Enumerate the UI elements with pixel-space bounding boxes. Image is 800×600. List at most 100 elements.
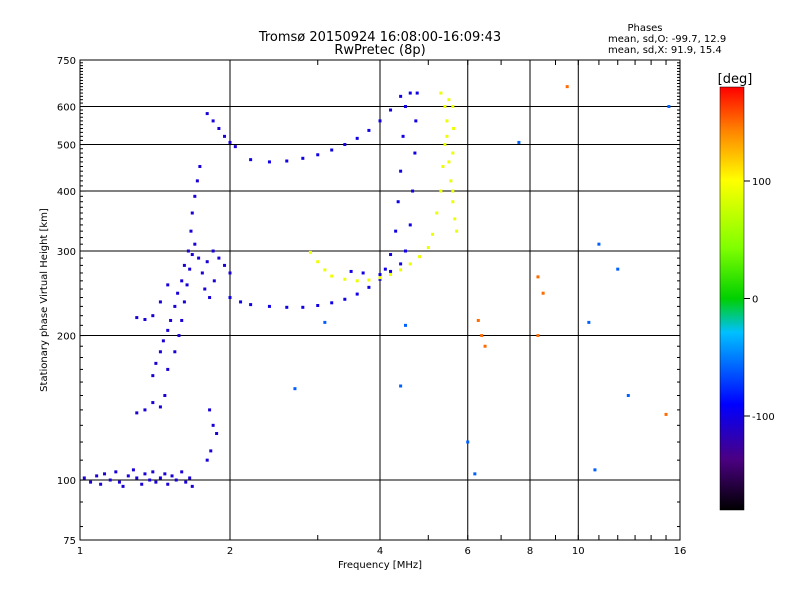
echo-point bbox=[182, 263, 186, 267]
echo-point bbox=[316, 260, 320, 264]
y-axis-ticks: 75 100 200 300 400 500 600 750 bbox=[57, 56, 680, 547]
echo-point bbox=[140, 482, 144, 486]
echo-point bbox=[565, 85, 569, 89]
echo-point bbox=[203, 287, 207, 291]
echo-point bbox=[163, 472, 167, 476]
echo-point bbox=[401, 134, 405, 138]
echo-point bbox=[166, 367, 170, 371]
x-tick-label: 16 bbox=[674, 546, 687, 557]
echo-point bbox=[228, 140, 232, 144]
echo-point bbox=[664, 412, 668, 416]
echo-point bbox=[143, 472, 147, 476]
x-axis-ticks: 1 2 4 6 8 10 16 bbox=[77, 60, 687, 557]
echo-point bbox=[389, 108, 393, 112]
echo-point bbox=[135, 476, 139, 480]
colorbar-tick-label: -100 bbox=[752, 412, 775, 423]
y-tick-label: 600 bbox=[57, 103, 76, 114]
echo-point bbox=[148, 478, 152, 482]
colorbar bbox=[719, 86, 745, 511]
echo-point bbox=[443, 143, 447, 147]
echo-point bbox=[447, 98, 451, 102]
echo-point bbox=[154, 361, 158, 365]
chart-title: Tromsø 20150924 16:08:00-16:09:43 bbox=[258, 30, 501, 45]
echo-point bbox=[95, 474, 99, 478]
echo-point bbox=[445, 119, 449, 123]
echo-point bbox=[228, 271, 232, 275]
echo-point bbox=[215, 432, 219, 436]
echo-point bbox=[483, 344, 487, 348]
x-tick-label: 2 bbox=[227, 546, 233, 557]
echo-point bbox=[89, 480, 93, 484]
echo-point bbox=[343, 143, 347, 147]
x-axis-label: Frequency [MHz] bbox=[338, 560, 422, 571]
y-tick-label: 75 bbox=[63, 536, 76, 547]
echo-point bbox=[417, 255, 421, 259]
echo-point bbox=[383, 267, 387, 271]
echo-point bbox=[161, 339, 165, 343]
echo-point bbox=[228, 296, 232, 300]
echo-point bbox=[205, 112, 209, 116]
echo-point bbox=[190, 484, 194, 488]
echo-point bbox=[616, 267, 620, 271]
echo-point bbox=[208, 296, 212, 300]
echo-point bbox=[411, 189, 415, 193]
echo-point bbox=[323, 320, 327, 324]
echo-point bbox=[103, 472, 107, 476]
echo-points bbox=[82, 85, 671, 488]
echo-point bbox=[301, 156, 305, 160]
echo-point bbox=[180, 279, 184, 283]
echo-point bbox=[121, 484, 125, 488]
echo-point bbox=[158, 405, 162, 409]
echo-point bbox=[367, 278, 371, 282]
echo-point bbox=[355, 279, 359, 283]
echo-point bbox=[223, 134, 227, 138]
y-tick-label: 100 bbox=[57, 476, 76, 487]
y-tick-label: 300 bbox=[57, 247, 76, 258]
colorbar-tick-label: 100 bbox=[752, 177, 771, 188]
echo-point bbox=[190, 211, 194, 215]
echo-point bbox=[349, 269, 353, 273]
echo-point bbox=[378, 273, 382, 277]
phase-stats-heading: Phases bbox=[627, 23, 662, 34]
echo-point bbox=[209, 449, 213, 453]
echo-point bbox=[480, 334, 484, 338]
echo-point bbox=[439, 189, 443, 193]
echo-point bbox=[177, 334, 181, 338]
echo-point bbox=[166, 482, 170, 486]
echo-point bbox=[441, 164, 445, 168]
echo-point bbox=[667, 105, 671, 109]
echo-point bbox=[212, 279, 216, 283]
echo-point bbox=[367, 285, 371, 289]
echo-point bbox=[378, 277, 382, 281]
echo-point bbox=[285, 159, 289, 163]
echo-point bbox=[597, 242, 601, 246]
echo-point bbox=[361, 271, 365, 275]
echo-point bbox=[453, 217, 457, 221]
echo-point bbox=[367, 128, 371, 132]
echo-point bbox=[151, 374, 155, 378]
echo-point bbox=[399, 268, 403, 272]
echo-point bbox=[330, 274, 334, 278]
x-tick-label: 6 bbox=[465, 546, 471, 557]
echo-point bbox=[195, 179, 199, 183]
echo-point bbox=[403, 323, 407, 327]
phase-stats-o: mean, sd,O: -99.7, 12.9 bbox=[608, 34, 726, 45]
echo-point bbox=[378, 276, 382, 280]
echo-point bbox=[443, 105, 447, 109]
echo-point bbox=[173, 304, 177, 308]
echo-point bbox=[158, 476, 162, 480]
phase-stats-x: mean, sd,X: 91.9, 15.4 bbox=[608, 45, 722, 56]
colorbar-tick-label: 0 bbox=[752, 295, 758, 306]
echo-point bbox=[316, 153, 320, 157]
echo-point bbox=[188, 476, 192, 480]
echo-point bbox=[82, 476, 86, 480]
echo-point bbox=[197, 256, 201, 260]
echo-point bbox=[205, 458, 209, 462]
echo-point bbox=[330, 301, 334, 305]
echo-point bbox=[396, 200, 400, 204]
echo-point bbox=[151, 470, 155, 474]
echo-point bbox=[445, 134, 449, 138]
echo-point bbox=[131, 468, 135, 472]
echo-point bbox=[186, 249, 190, 253]
